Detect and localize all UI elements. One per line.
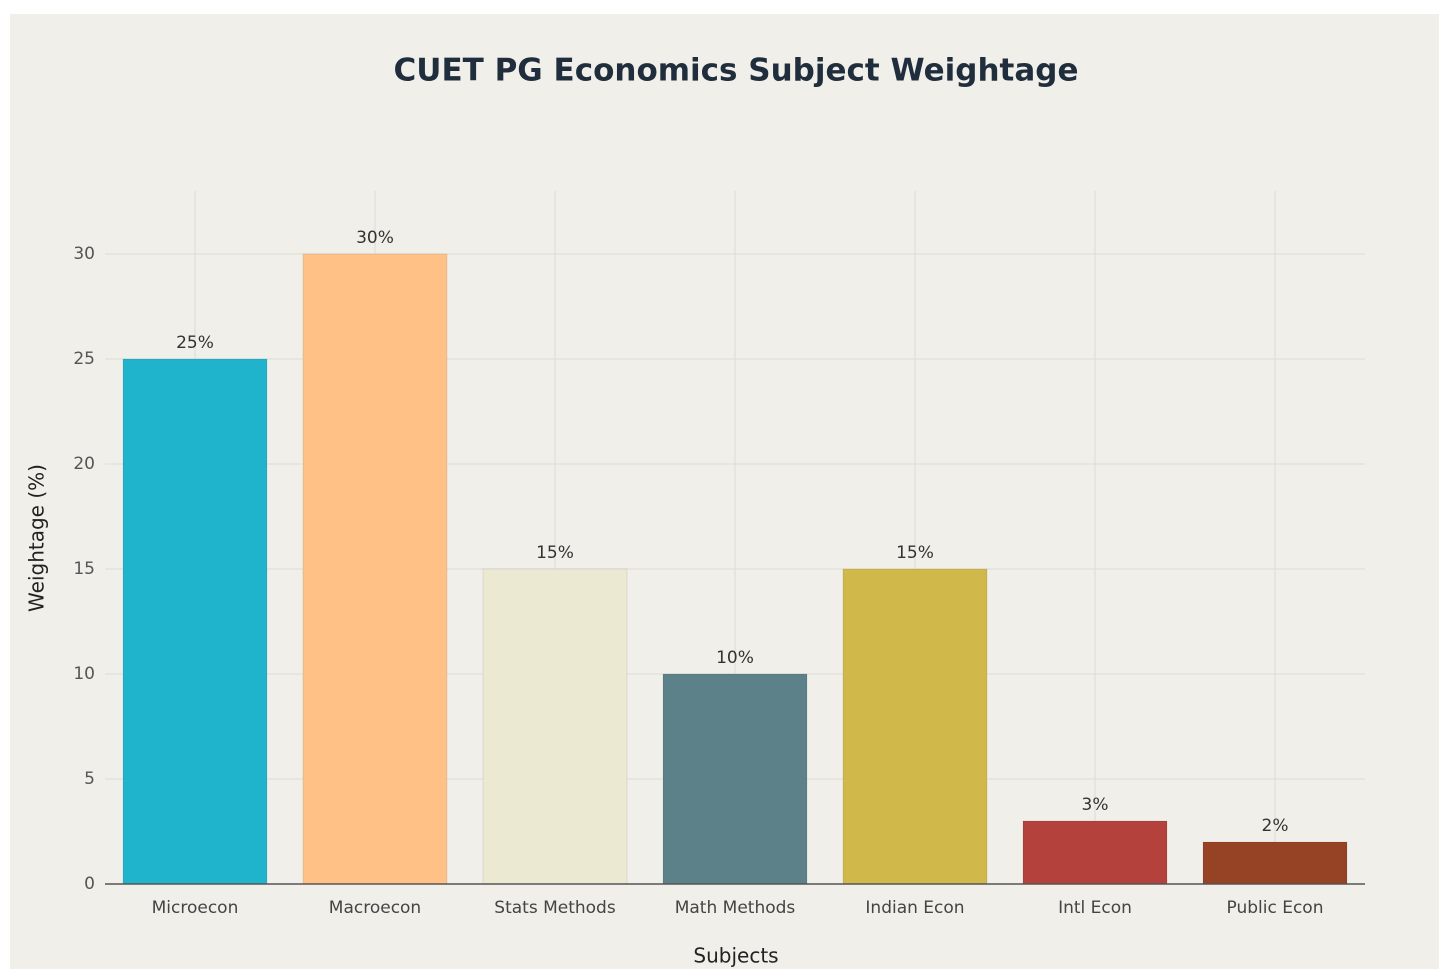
x-tick-label: Microecon [152,898,239,918]
y-tick-label: 5 [84,769,95,789]
bar [482,568,628,885]
bar [662,673,808,885]
bar [122,358,268,885]
value-label: 10% [716,648,754,668]
bar [1022,820,1168,885]
bar [302,253,448,885]
y-tick-label: 25 [73,349,95,369]
x-axis-label: Subjects [693,944,778,968]
x-tick-label: Indian Econ [865,898,964,918]
y-tick-label: 10 [73,664,95,684]
y-tick-label: 15 [73,559,95,579]
bar [842,568,988,885]
x-tick-label: Macroecon [329,898,421,918]
bar [1202,841,1348,885]
value-label: 2% [1262,816,1289,836]
value-label: 15% [896,543,934,563]
x-tick-label: Stats Methods [494,898,616,918]
value-label: 30% [356,228,394,248]
y-tick-label: 20 [73,454,95,474]
value-label: 3% [1082,795,1109,815]
x-tick-label: Public Econ [1227,898,1324,918]
value-label: 25% [176,333,214,353]
x-tick-label: Math Methods [675,898,796,918]
y-tick-label: 30 [73,244,95,264]
chart-title: CUET PG Economics Subject Weightage [394,53,1079,89]
value-label: 15% [536,543,574,563]
y-axis-label: Weightage (%) [25,464,49,612]
y-tick-label: 0 [84,874,95,894]
x-tick-label: Intl Econ [1058,898,1132,918]
